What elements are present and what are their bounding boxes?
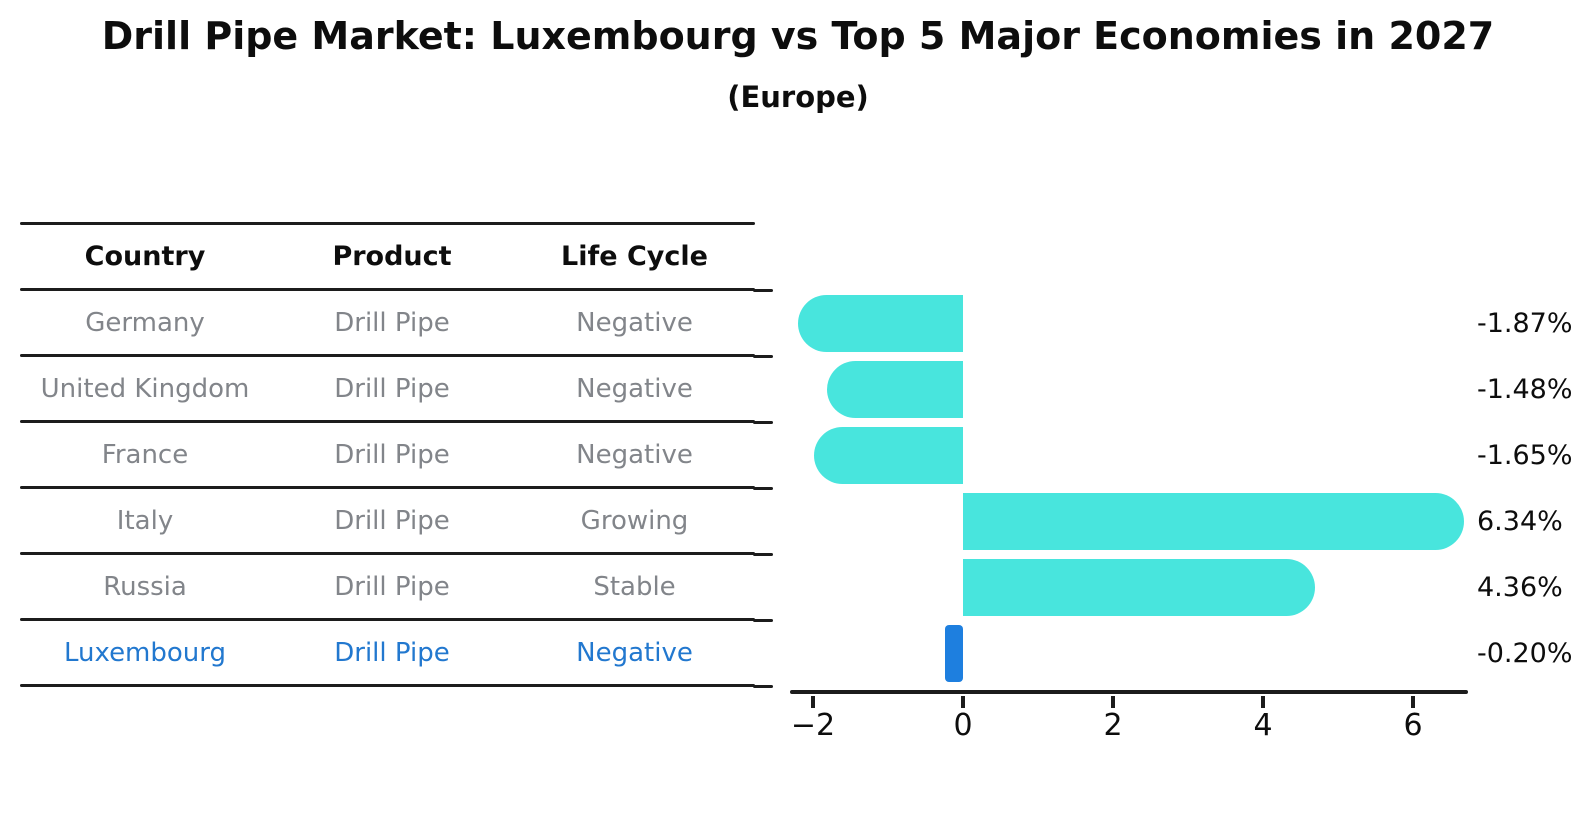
y-axis-tick <box>753 552 773 556</box>
y-axis-tick <box>753 618 773 622</box>
country-cell: France <box>101 440 189 470</box>
table-border-top <box>20 222 755 225</box>
bar-italy <box>963 492 1464 550</box>
value-label-russia: 4.36% <box>1477 572 1563 603</box>
product-cell: Drill Pipe <box>334 638 450 668</box>
country-cell: Italy <box>116 506 174 536</box>
bar-russia <box>963 558 1315 616</box>
table-header-separator <box>20 288 755 291</box>
column-header-product: Product <box>332 240 452 272</box>
x-axis-tick-label: −2 <box>790 708 836 743</box>
y-axis-tick <box>753 486 773 490</box>
y-axis-tick <box>753 354 773 358</box>
x-axis-tick-label: 4 <box>1253 708 1273 743</box>
x-axis-tick <box>811 696 815 708</box>
chart-subtitle: (Europe) <box>727 80 869 114</box>
life-cycle-cell: Negative <box>576 374 693 404</box>
table-row-luxembourg: Luxembourg Drill Pipe Negative <box>20 620 755 686</box>
chart-title: Drill Pipe Market: Luxembourg vs Top 5 M… <box>101 14 1495 58</box>
x-axis-tick-label: 6 <box>1403 708 1423 743</box>
table-row-germany: Germany Drill Pipe Negative <box>20 290 755 356</box>
table-row-france: France Drill Pipe Negative <box>20 422 755 488</box>
x-axis-tick-label: 2 <box>1103 708 1123 743</box>
product-cell: Drill Pipe <box>334 440 450 470</box>
bar-germany <box>797 294 963 352</box>
product-cell: Drill Pipe <box>334 572 450 602</box>
value-label-luxembourg: -0.20% <box>1477 638 1573 669</box>
table-border-bottom <box>20 684 755 687</box>
table-row-russia: Russia Drill Pipe Stable <box>20 554 755 620</box>
table-header-row: Country Product Life Cycle <box>20 223 755 289</box>
column-header-life-cycle: Life Cycle <box>561 240 708 272</box>
country-cell: United Kingdom <box>40 374 250 404</box>
country-cell: Russia <box>103 572 187 602</box>
country-cell: Germany <box>85 308 205 338</box>
value-label-france: -1.65% <box>1477 440 1573 471</box>
product-cell: Drill Pipe <box>334 308 450 338</box>
table-row-italy: Italy Drill Pipe Growing <box>20 488 755 554</box>
life-cycle-cell: Negative <box>576 638 693 668</box>
life-cycle-cell: Growing <box>580 506 689 536</box>
life-cycle-cell: Stable <box>593 572 676 602</box>
row-separator <box>20 618 755 621</box>
table-row-united-kingdom: United Kingdom Drill Pipe Negative <box>20 356 755 422</box>
value-label-united-kingdom: -1.48% <box>1477 374 1573 405</box>
product-cell: Drill Pipe <box>334 374 450 404</box>
y-axis-tick <box>753 684 773 688</box>
x-axis-tick <box>1261 696 1265 708</box>
bar-united-kingdom <box>827 360 963 418</box>
country-cell: Luxembourg <box>63 638 227 668</box>
row-separator <box>20 552 755 555</box>
life-cycle-cell: Negative <box>576 440 693 470</box>
row-separator <box>20 486 755 489</box>
x-axis-tick <box>1111 696 1115 708</box>
column-header-country: Country <box>84 240 206 272</box>
life-cycle-cell: Negative <box>576 308 693 338</box>
y-axis-tick <box>753 288 773 292</box>
bar-france <box>814 426 963 484</box>
bar-luxembourg <box>945 624 963 682</box>
value-label-italy: 6.34% <box>1477 506 1563 537</box>
x-axis-tick <box>961 696 965 708</box>
row-separator <box>20 420 755 423</box>
x-axis-tick-label: 0 <box>953 708 973 743</box>
x-axis-tick <box>1411 696 1415 708</box>
row-separator <box>20 354 755 357</box>
x-axis <box>790 690 1468 694</box>
y-axis-tick <box>753 420 773 424</box>
product-cell: Drill Pipe <box>334 506 450 536</box>
value-label-germany: -1.87% <box>1477 308 1573 339</box>
